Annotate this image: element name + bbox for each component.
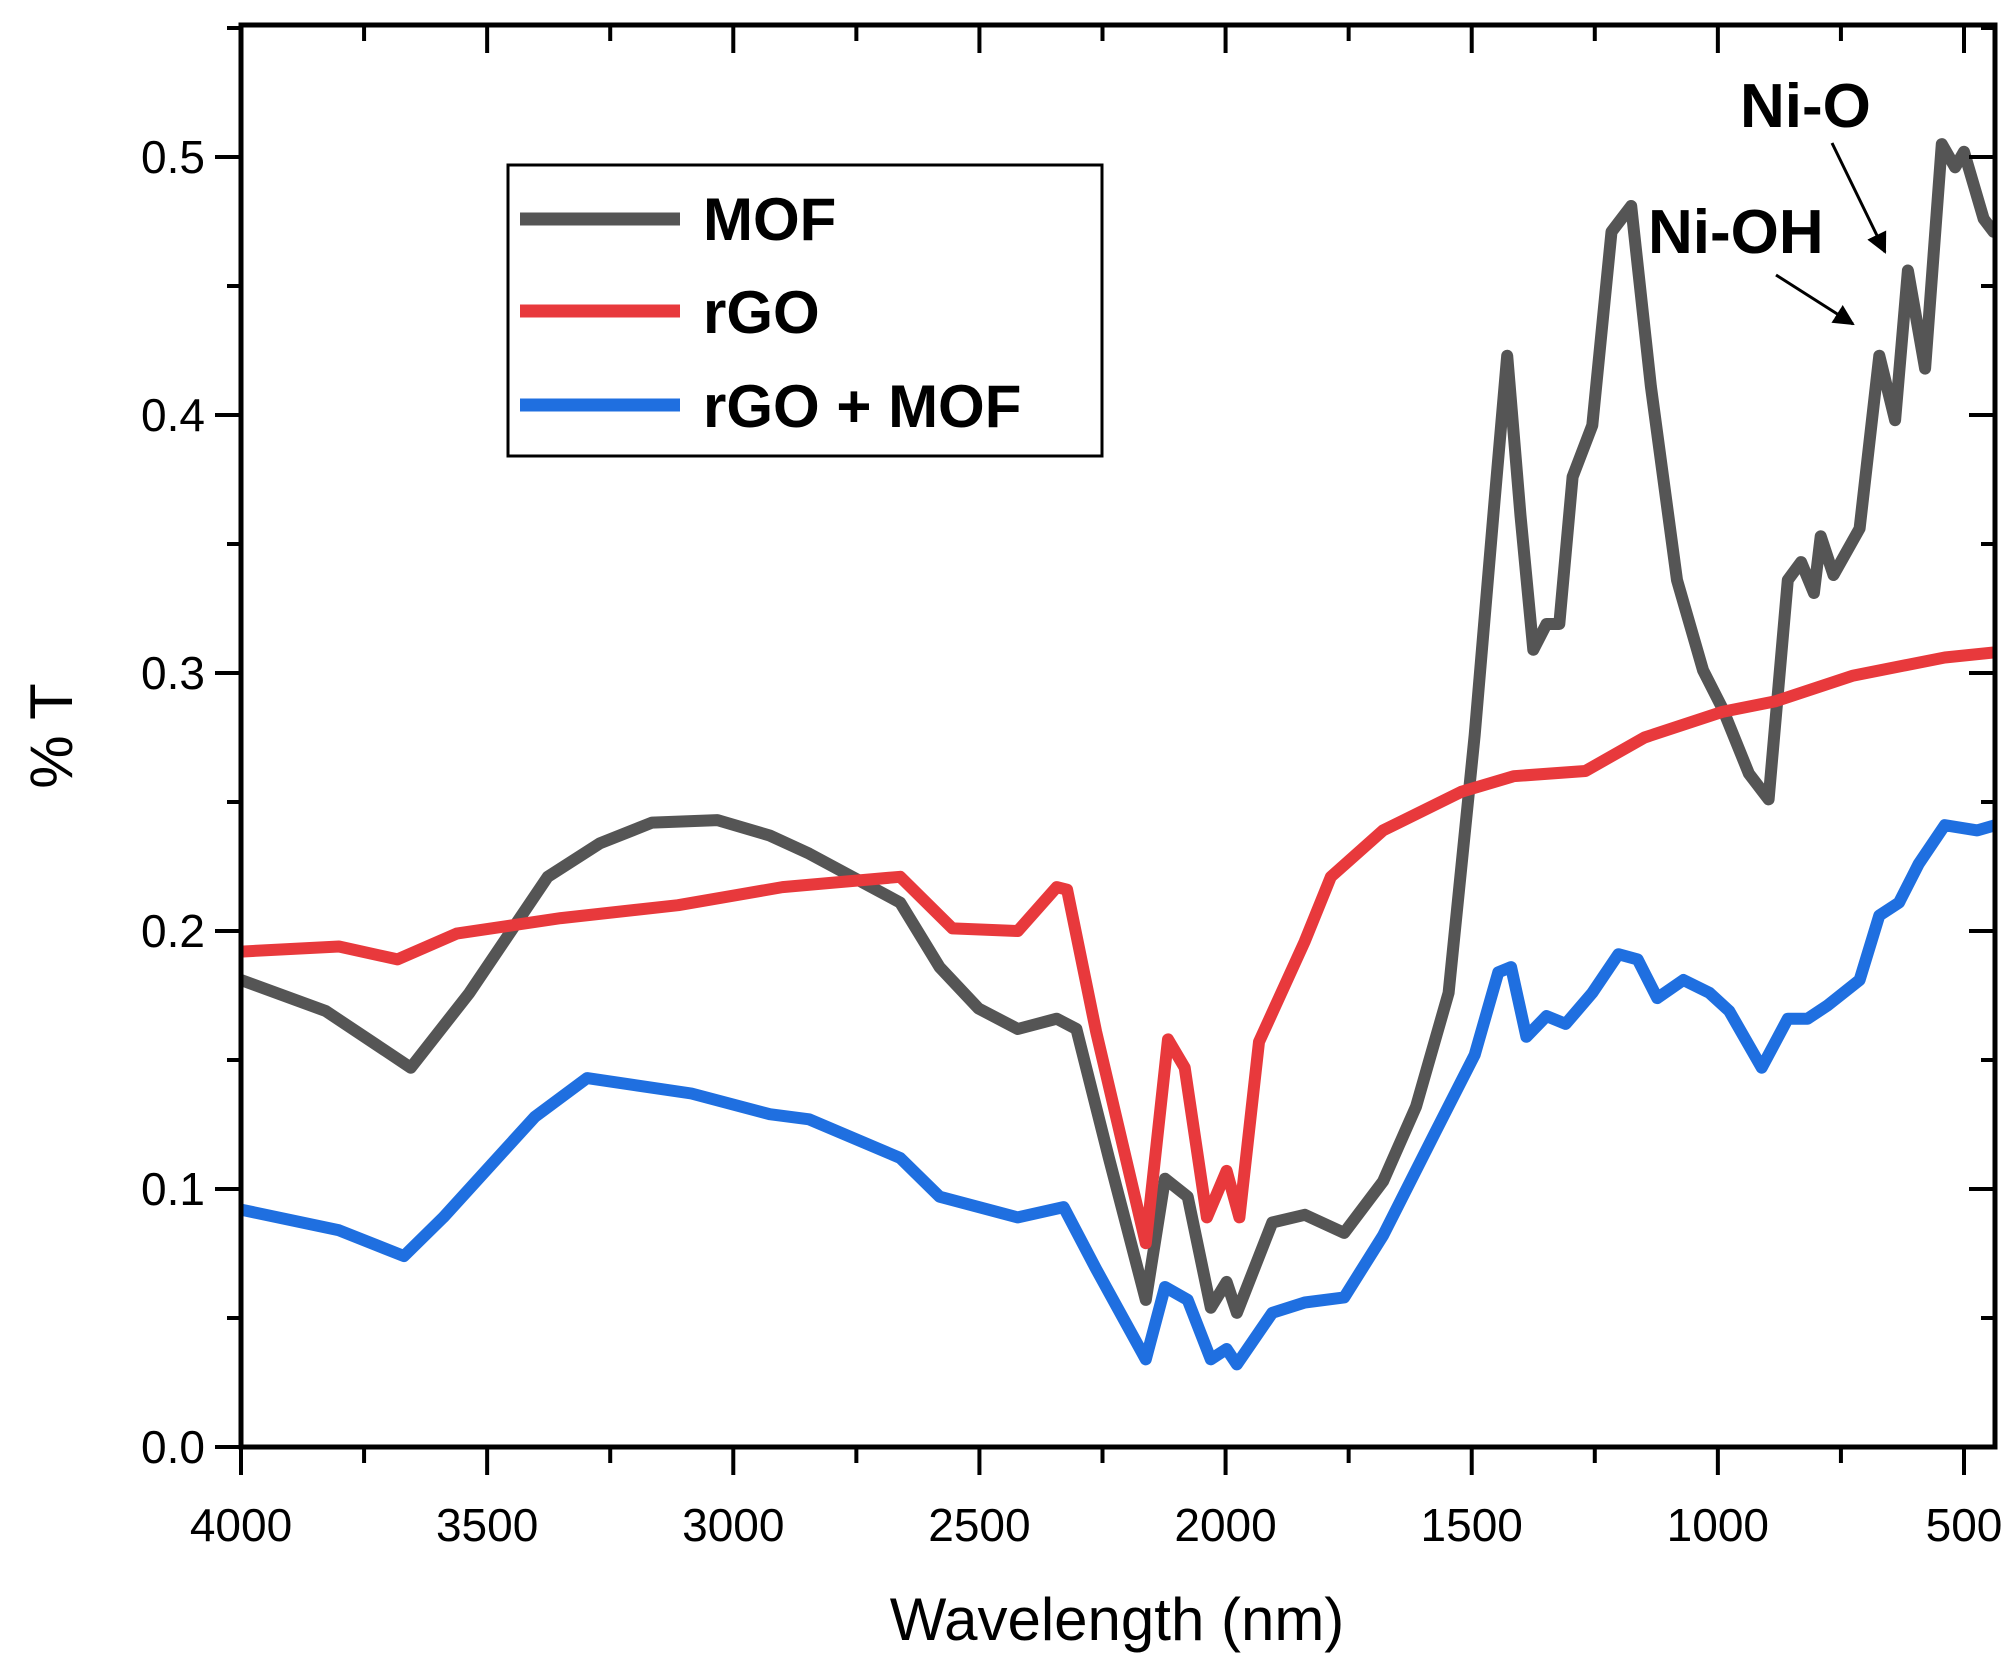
legend: MOF rGO rGO + MOF	[506, 163, 1104, 458]
y-tick-label: 0.1	[141, 1163, 205, 1215]
legend-label-rgo-mof: rGO + MOF	[703, 373, 1021, 440]
x-tick-label: 3500	[436, 1499, 538, 1551]
arrow-ni-oh	[1775, 273, 1855, 326]
x-tick-label: 500	[1926, 1499, 2003, 1551]
y-tick-label: 0.0	[141, 1421, 205, 1473]
arrow-ni-o	[1830, 142, 1887, 254]
y-axis-title: % T	[18, 683, 85, 789]
plot-frame	[238, 22, 1998, 1450]
x-tick-label: 1500	[1421, 1499, 1523, 1551]
y-tick-label: 0.2	[141, 905, 205, 957]
y-tick-label: 0.5	[141, 131, 205, 183]
annotation-ni-oh: Ni-OH	[1648, 198, 1824, 267]
annotation-ni-o: Ni-O	[1740, 72, 1871, 141]
series-line-mof	[241, 138, 1995, 1319]
series-line-rgo-mof	[241, 819, 1995, 1371]
legend-label-rgo: rGO	[703, 279, 820, 346]
x-tick-label: 3000	[682, 1499, 784, 1551]
x-axis-title: Wavelength (nm)	[890, 1586, 1345, 1653]
x-tick-label: 2500	[928, 1499, 1030, 1551]
x-tick-label: 4000	[190, 1499, 292, 1551]
x-tick-label: 2000	[1174, 1499, 1276, 1551]
series-layer	[241, 138, 1995, 1371]
legend-label-mof: MOF	[703, 186, 836, 253]
series-line-rgo	[241, 646, 1995, 1250]
y-tick-label: 0.4	[141, 389, 205, 441]
x-tick-label: 1000	[1667, 1499, 1769, 1551]
annotations: Ni-O Ni-OH	[1648, 72, 1887, 326]
axes-layer: 4000 3500 3000 2500 2000 1500 1000 500 0.0 0.1 0.2…	[141, 22, 2003, 1551]
y-tick-label: 0.3	[141, 647, 205, 699]
